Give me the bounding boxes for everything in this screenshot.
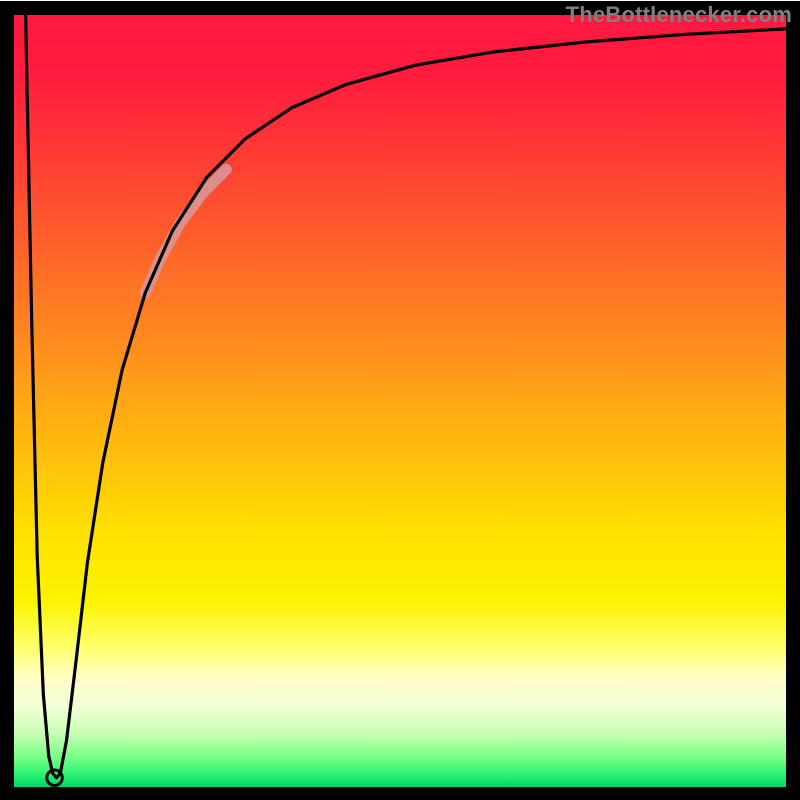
bottleneck-chart (0, 0, 800, 800)
chart-background (14, 15, 786, 787)
chart-container: TheBottlenecker.com (0, 0, 800, 800)
